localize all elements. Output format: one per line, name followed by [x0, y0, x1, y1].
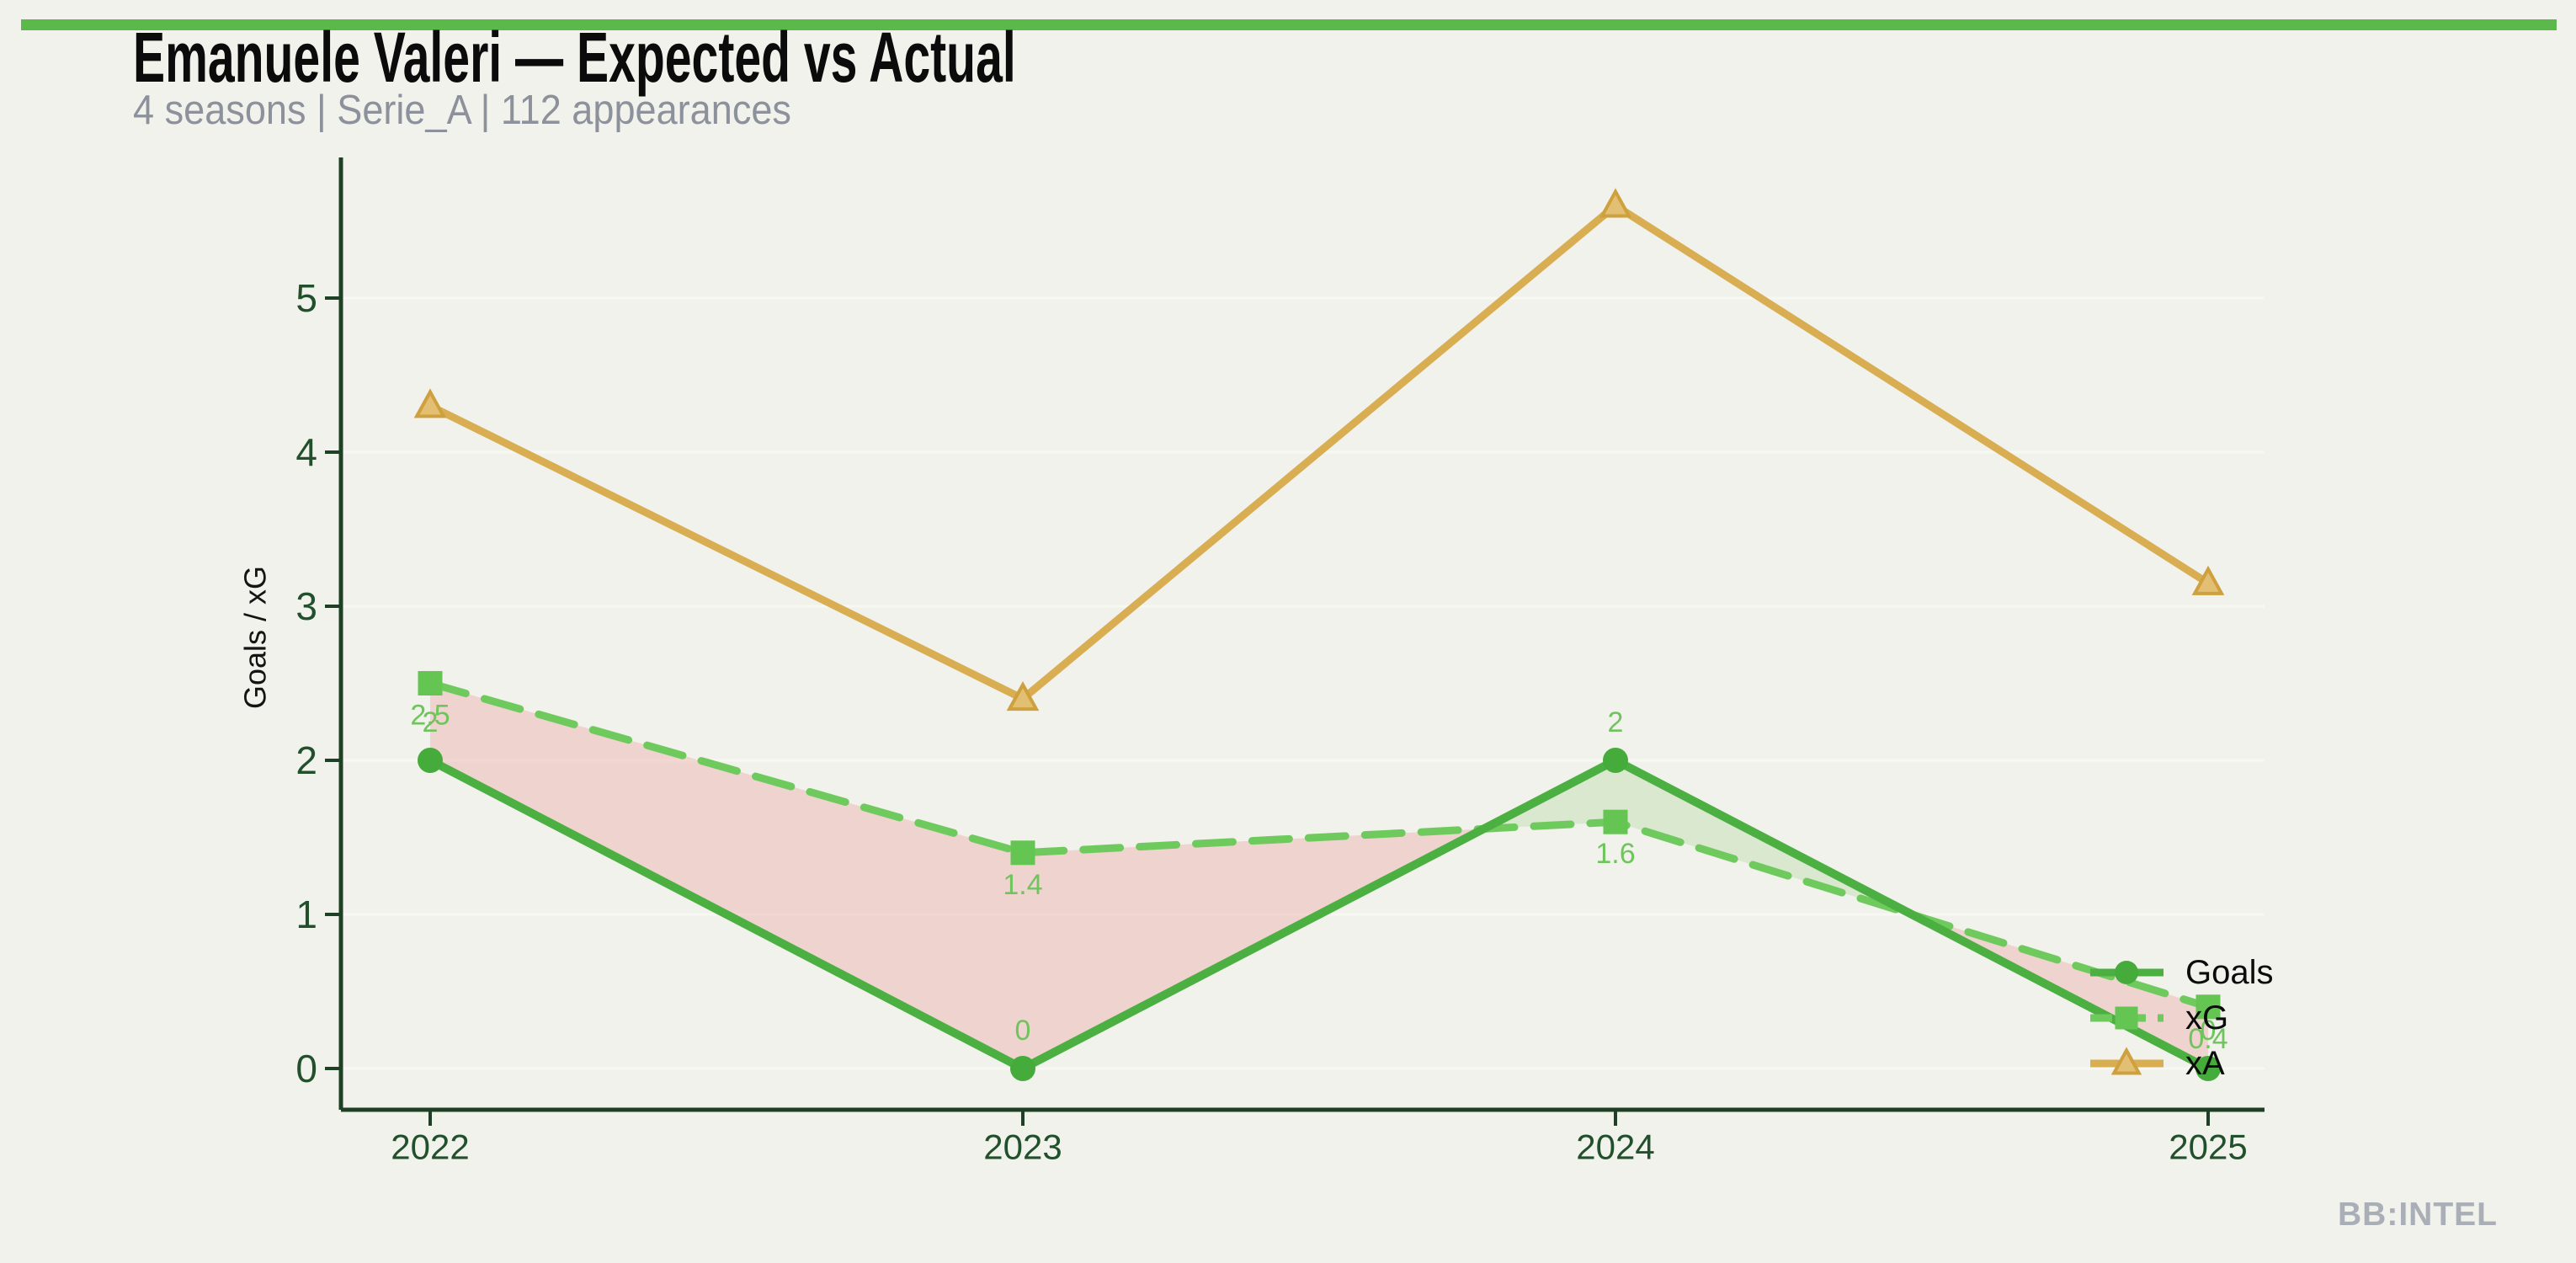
point-label: 1.4 [1003, 869, 1042, 901]
goals-marker [1603, 748, 1628, 773]
point-label: 2.5 [410, 700, 450, 732]
point-label: 0 [1015, 1015, 1031, 1047]
legend-marker-xg [2115, 1006, 2138, 1030]
xg-marker [1603, 809, 1628, 834]
point-label: 2 [423, 706, 439, 738]
point-label: 0.4 [2188, 1023, 2227, 1055]
xg-marker [418, 671, 443, 695]
fill-region-xg-above [430, 683, 1484, 1068]
x-tick-label: 2022 [391, 1127, 469, 1167]
goals-marker [418, 748, 443, 773]
fill-region-goals-above [1483, 760, 1912, 914]
legend-label-xa: xA [2185, 1045, 2225, 1082]
y-tick-label: 3 [295, 584, 317, 628]
point-label: 0 [2201, 1015, 2217, 1047]
xa-marker [413, 388, 447, 418]
legend-label-xg: xG [2185, 999, 2228, 1037]
y-tick-label: 1 [295, 893, 317, 936]
y-tick-label: 4 [295, 430, 317, 474]
accent-bar [21, 19, 2557, 30]
xa-marker [1599, 188, 1632, 218]
page-subtitle: 4 seasons | Serie_A | 112 appearances [133, 88, 791, 133]
y-tick-label: 5 [295, 276, 317, 320]
legend-label-goals: Goals [2185, 954, 2274, 991]
page-title: Emanuele Valeri — Expected vs Actual [133, 18, 1016, 97]
x-tick-label: 2023 [983, 1127, 1062, 1167]
goals-line [426, 756, 2212, 1073]
xg-marker [2195, 994, 2221, 1020]
xa-marker [1006, 680, 1040, 711]
x-tick-label: 2024 [1576, 1127, 1654, 1167]
point-label: 1.6 [1595, 838, 1635, 870]
legend-marker-goals [2115, 961, 2138, 984]
y-tick-label: 0 [295, 1047, 317, 1090]
xa-marker [2191, 565, 2225, 595]
xa-line [426, 201, 2212, 703]
y-axis-title: Goals / xG [238, 566, 273, 709]
goals-marker [2195, 1056, 2221, 1081]
watermark: BB:INTEL [2338, 1196, 2498, 1233]
y-tick-label: 2 [295, 738, 317, 782]
xg-marker [1010, 840, 1035, 866]
legend-marker-xa [2110, 1047, 2142, 1075]
x-tick-label: 2025 [2169, 1127, 2247, 1167]
goals-marker [1010, 1056, 1035, 1081]
point-label: 2 [1608, 706, 1624, 738]
